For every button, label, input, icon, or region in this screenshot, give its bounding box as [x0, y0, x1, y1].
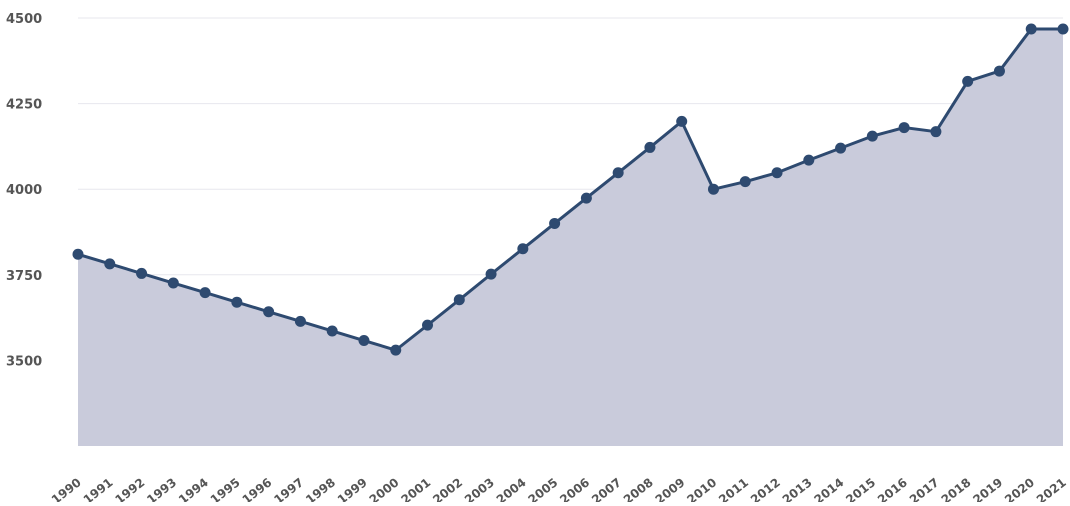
- x-tick-label-2001: 2001: [398, 475, 433, 502]
- x-tick-label-1998: 1998: [303, 475, 338, 502]
- x-tick-label-2019: 2019: [970, 475, 1005, 502]
- x-tick-label-2014: 2014: [811, 475, 846, 502]
- x-tick-label-1996: 1996: [240, 475, 275, 502]
- data-point-2017: [930, 126, 942, 138]
- y-tick-label-3500: 3500: [6, 354, 42, 369]
- x-tick-label-1997: 1997: [271, 475, 306, 502]
- x-tick-label-2006: 2006: [557, 475, 592, 502]
- x-tick-label-2011: 2011: [716, 475, 751, 502]
- area-layer: [78, 28, 1063, 447]
- x-tick-label-1990: 1990: [49, 475, 84, 502]
- data-point-2006: [580, 192, 592, 204]
- data-point-2011: [739, 176, 751, 188]
- data-point-2010: [707, 183, 719, 195]
- x-tick-label-2018: 2018: [939, 475, 974, 502]
- data-point-2007: [612, 167, 624, 179]
- x-tick-label-2015: 2015: [843, 475, 878, 502]
- data-point-2012: [771, 167, 783, 179]
- y-tick-label-4500: 4500: [6, 12, 42, 27]
- data-point-1993: [167, 277, 179, 289]
- x-tick-label-1995: 1995: [208, 475, 243, 502]
- x-tick-label-2010: 2010: [684, 475, 719, 502]
- data-point-1997: [294, 315, 306, 327]
- data-point-1990: [72, 248, 84, 260]
- data-point-1992: [136, 267, 148, 279]
- x-tick-label-2002: 2002: [430, 475, 465, 502]
- area-fill: [78, 28, 1063, 447]
- data-point-1991: [104, 258, 116, 270]
- x-tick-label-2012: 2012: [748, 475, 783, 502]
- x-axis-ticks: 1990199119921993199419951996199719981999…: [49, 475, 1069, 506]
- data-point-2002: [453, 294, 465, 306]
- data-point-2005: [549, 217, 561, 229]
- x-tick-label-1994: 1994: [176, 475, 211, 502]
- data-point-2019: [993, 65, 1005, 77]
- x-tick-label-2009: 2009: [653, 475, 688, 502]
- x-tick-label-2008: 2008: [621, 475, 656, 502]
- data-point-2003: [485, 268, 497, 280]
- data-point-2009: [676, 115, 688, 127]
- data-point-2021: [1057, 23, 1069, 35]
- x-tick-label-2003: 2003: [462, 475, 497, 502]
- y-tick-label-4250: 4250: [6, 98, 42, 113]
- y-tick-label-3750: 3750: [6, 269, 42, 284]
- x-tick-label-2004: 2004: [494, 475, 529, 502]
- x-tick-label-1991: 1991: [81, 475, 116, 502]
- x-tick-label-2021: 2021: [1034, 475, 1069, 502]
- x-tick-label-2000: 2000: [367, 475, 402, 502]
- x-tick-label-2020: 2020: [1002, 475, 1037, 502]
- data-point-2018: [962, 75, 974, 87]
- data-point-1998: [326, 325, 338, 337]
- data-point-1994: [199, 287, 211, 299]
- data-point-2001: [422, 319, 434, 331]
- data-point-2015: [866, 130, 878, 142]
- y-axis-ticks: 3500 3750 4000 4250 4500: [6, 12, 42, 369]
- point-layer: [72, 23, 1069, 356]
- data-point-2004: [517, 243, 529, 255]
- data-point-2014: [835, 142, 847, 154]
- x-tick-label-1999: 1999: [335, 475, 370, 502]
- data-point-2000: [390, 344, 402, 356]
- x-tick-label-1992: 1992: [112, 475, 147, 502]
- x-tick-label-2013: 2013: [780, 475, 815, 502]
- data-point-2008: [644, 141, 656, 153]
- x-tick-label-1993: 1993: [144, 475, 179, 502]
- x-tick-label-2016: 2016: [875, 475, 910, 502]
- data-point-1999: [358, 335, 370, 347]
- x-tick-label-2017: 2017: [907, 475, 942, 502]
- data-point-2016: [898, 122, 910, 134]
- y-tick-label-4000: 4000: [6, 183, 42, 198]
- data-point-1995: [231, 296, 243, 308]
- data-point-2013: [803, 154, 815, 166]
- x-tick-label-2007: 2007: [589, 475, 624, 502]
- data-point-1996: [263, 306, 275, 318]
- x-tick-label-2005: 2005: [526, 475, 561, 502]
- data-point-2020: [1025, 23, 1037, 35]
